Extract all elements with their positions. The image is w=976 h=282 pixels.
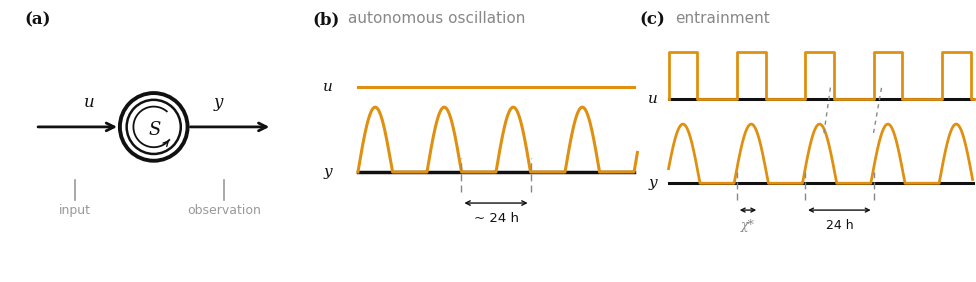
Circle shape [120, 93, 187, 161]
Text: y: y [323, 165, 332, 179]
Text: y: y [649, 176, 658, 190]
Text: entrainment: entrainment [675, 11, 770, 26]
Text: ~ 24 h: ~ 24 h [473, 212, 518, 224]
Text: input: input [59, 204, 91, 217]
Text: (a): (a) [24, 11, 51, 28]
Text: observation: observation [187, 204, 262, 217]
Text: u: u [648, 92, 658, 106]
Text: 24 h: 24 h [826, 219, 853, 232]
Text: S: S [149, 121, 161, 139]
Text: (b): (b) [312, 11, 340, 28]
Text: (c): (c) [639, 11, 666, 28]
Text: u: u [84, 94, 95, 111]
Text: u: u [323, 80, 333, 94]
Text: y: y [214, 94, 224, 111]
Text: autonomous oscillation: autonomous oscillation [347, 11, 525, 26]
Text: χ*: χ* [741, 219, 754, 232]
